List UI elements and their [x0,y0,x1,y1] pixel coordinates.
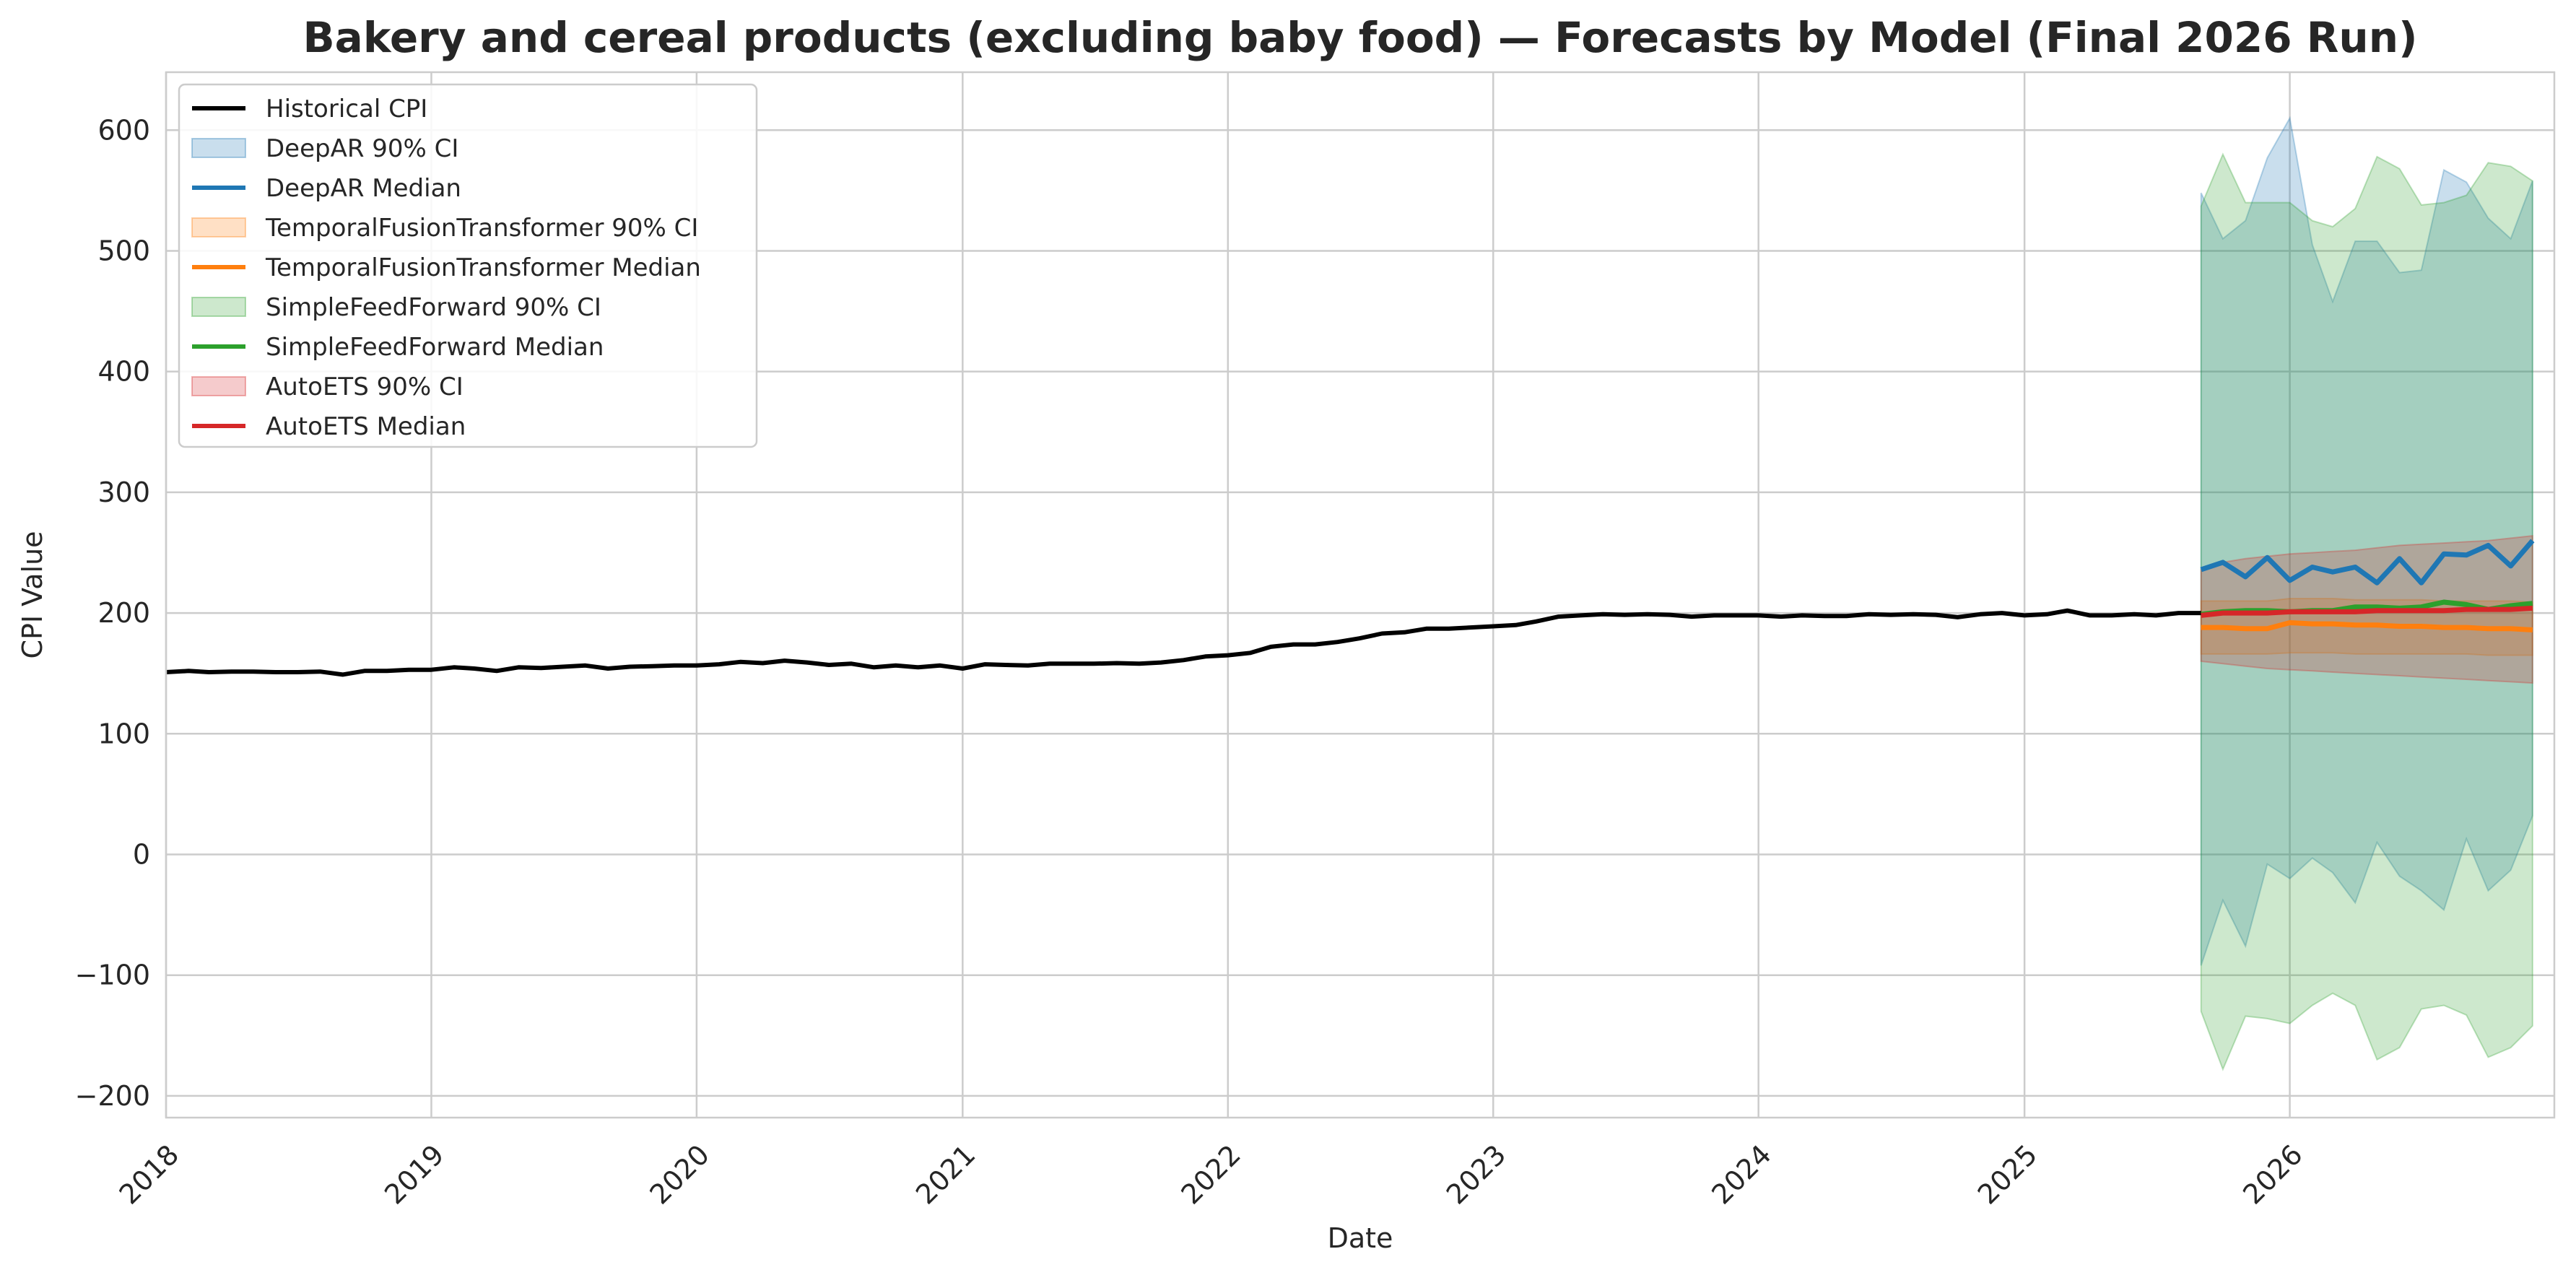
y-tick-label: 500 [97,235,150,266]
legend-label-deepar-median: DeepAR Median [266,174,461,203]
y-tick-label: 600 [97,114,150,146]
y-tick-label: 300 [97,477,150,508]
legend-label-temporalfusiontransformer-median: TemporalFusionTransformer Median [265,253,701,282]
y-tick-label: −100 [75,959,150,991]
legend-label-deepar-90-ci: DeepAR 90% CI [266,134,458,163]
y-tick-label: 100 [97,718,150,749]
chart-title: Bakery and cereal products (excluding ba… [303,13,2417,62]
legend-swatch-temporalfusiontransformer-90-ci [191,217,246,238]
legend-swatch-simplefeedforward-90-ci [191,297,246,317]
y-tick-label: 200 [97,597,150,629]
legend-label-simplefeedforward-90-ci: SimpleFeedForward 90% CI [266,293,601,322]
historical-cpi-line [165,608,2201,677]
legend-box [178,83,758,448]
autoets-median-line [2201,605,2533,618]
deepar-median-line [2200,539,2535,586]
legend-label-autoets-90-ci: AutoETS 90% CI [266,373,464,401]
legend-label-historical-cpi: Historical CPI [266,95,427,123]
legend: Historical CPI DeepAR 90% CI DeepAR Median… [178,83,758,448]
legend-label-temporalfusiontransformer-90-ci: TemporalFusionTransformer 90% CI [265,214,698,243]
legend-swatch-deepar-90-ci [191,138,246,158]
series-lines [165,539,2535,677]
confidence-bands [2200,116,2533,1071]
y-tick-label: −200 [75,1080,150,1112]
deepar-ci-band [2200,116,2533,966]
y-tick-label: 0 [133,838,150,870]
plot-area-frame [165,71,2556,1119]
legend-label-autoets-median: AutoETS Median [266,412,466,441]
x-axis-label: Date [1328,1222,1393,1254]
y-axis-ticks: −200 −100 0 100 200 300 400 500 600 [75,114,150,1112]
y-tick-label: 400 [97,356,150,388]
temporalfusiontransformer-median-line [2201,620,2533,632]
legend-swatch-autoets-90-ci [191,376,246,396]
y-axis-label: CPI Value [17,531,48,658]
legend-label-simplefeedforward-median: SimpleFeedForward Median [266,333,604,362]
